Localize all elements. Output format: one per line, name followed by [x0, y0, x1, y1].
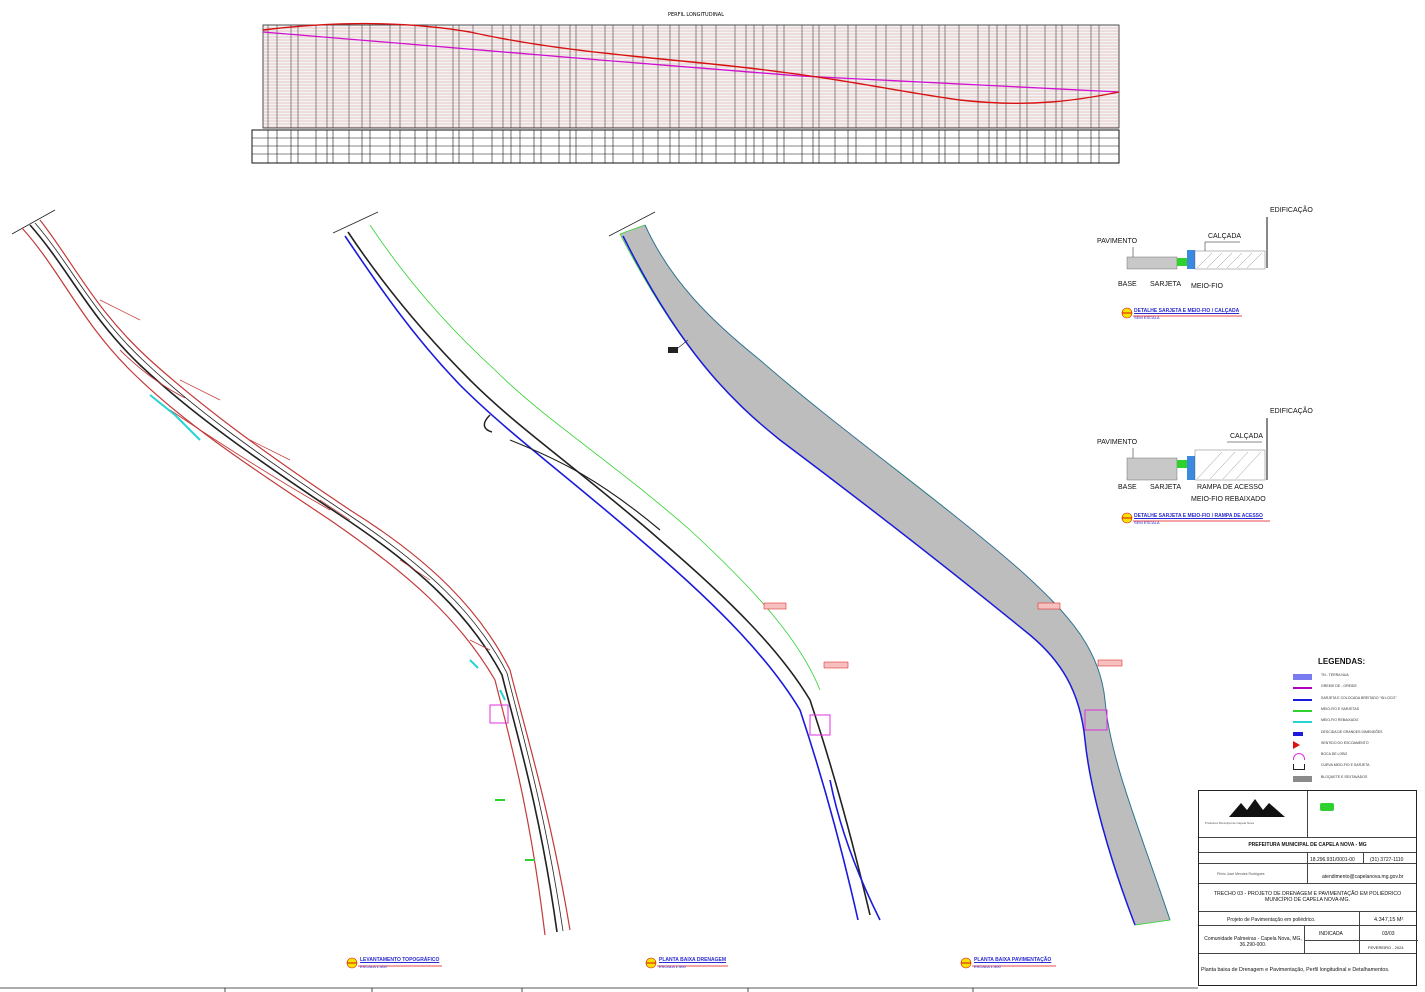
legend-label: DESCIDA DE GRANDES DIMENSÕES: [1321, 729, 1383, 734]
plan3-scale: ESCALA 1:500: [974, 964, 1001, 969]
plan3-caption: PLANTA BAIXA PAVIMENTAÇÃO: [974, 957, 1052, 963]
drawing-date: FEVEREIRO - 2024: [1368, 945, 1404, 950]
plan-caption-markers: [346, 957, 1056, 969]
design-grade-line: [262, 31, 1120, 93]
legend-label: CURVA MEIO-FIO E SARJETA: [1321, 763, 1370, 768]
legend-label: MEIO-FIO E SARJETAS: [1321, 706, 1360, 711]
legend-item: BLOQUETE E SEXTAVADOS: [1293, 775, 1423, 783]
terrain-line: [262, 22, 1120, 105]
plan2-caption: PLANTA BAIXA DRENAGEM: [659, 957, 727, 963]
title-block: Prefeitura Municipal de Capela Nova PREF…: [1198, 790, 1418, 986]
plan1-caption: LEVANTAMENTO TOPOGRÁFICO: [360, 957, 440, 963]
legend-label: BOCA DE LOBO: [1321, 752, 1348, 757]
responsible: Plínio José Mendes Rodrigues: [1217, 872, 1265, 876]
legend-title: LEGENDAS:: [1318, 657, 1366, 666]
legend-item: GREIDE DE - GREIDE: [1293, 684, 1423, 692]
detail2-meio-fio-label: MEIO-FIO REBAIXADO: [1191, 496, 1266, 503]
email: atendimento@capelanova.mg.gov.br: [1322, 874, 1404, 880]
legend-item: SARJETA E COLOCADA BREITADO "IN LOCO": [1293, 696, 1423, 704]
detail1-edificacao-label: EDIFICAÇÃO: [1270, 207, 1313, 214]
legend-swatch-icon: [1293, 687, 1312, 690]
drawing-scale: INDICADA: [1319, 931, 1343, 937]
detail2-pavimento-label: PAVIMENTO: [1097, 439, 1138, 446]
cnpj: 18.296.931/0001-00: [1310, 857, 1355, 863]
legend-item: CURVA MEIO-FIO E SARJETA: [1293, 763, 1423, 771]
legend-swatch-icon: [1293, 698, 1312, 701]
consultant-logo-icon: [1320, 803, 1334, 811]
sheet-bottom-frame: [0, 987, 1198, 992]
detail1-pavimento-label: PAVIMENTO: [1097, 238, 1138, 245]
mountain-logo-icon: [1229, 799, 1285, 817]
phone: (31) 3727-1110: [1370, 857, 1404, 863]
legend-label: MEIO-FIO REBAIXADO: [1321, 718, 1359, 723]
detail2-rampa-label: RAMPA DE ACESSO: [1197, 484, 1264, 491]
legend-swatch-icon: [1293, 775, 1312, 782]
sheet-content: Planta baixa de Drenagem e Pavimentação,…: [1201, 967, 1390, 973]
legend-label: TN - TERRA NUA: [1321, 673, 1349, 677]
detail-curb-ramp: [1121, 418, 1270, 524]
plan1-scale: ESCALA 1:500: [360, 964, 387, 969]
plan-topographic: [11, 209, 571, 936]
sheet-number: 03/03: [1382, 931, 1395, 937]
legend-item: TN - TERRA NUA: [1293, 673, 1423, 681]
legend-item: MEIO-FIO REBAIXADO: [1293, 718, 1423, 726]
detail2-sarjeta-label: SARJETA: [1150, 484, 1181, 491]
detail1-caption: DETALHE SARJETA E MEIO-FIO / CALÇADA: [1134, 308, 1240, 314]
detail1-calcada-label: CALÇADA: [1208, 233, 1242, 240]
legend-swatch-icon: [1293, 740, 1300, 749]
detail2-caption: DETALHE SARJETA E MEIO-FIO / RAMPA DE AC…: [1134, 513, 1263, 519]
legend-label: SARJETA E COLOCADA BREITADO "IN LOCO": [1321, 695, 1397, 700]
detail1-meio-fio-label: MEIO-FIO: [1191, 283, 1223, 290]
plan-drainage: [332, 211, 881, 921]
detail1-sarjeta-label: SARJETA: [1150, 281, 1181, 288]
legend-swatch-icon: [1293, 753, 1305, 761]
detail-curb-sidewalk: [1121, 217, 1268, 319]
plan2-scale: ESCALA 1:500: [659, 964, 686, 969]
legend-label: GREIDE DE - GREIDE: [1321, 684, 1357, 689]
detail2-base-label: BASE: [1118, 484, 1137, 491]
logo-area: Prefeitura Municipal de Capela Nova: [1199, 791, 1307, 837]
legend-item: DESCIDA DE GRANDES DIMENSÕES: [1293, 730, 1423, 738]
legend-label: SENTIDO DO ESCOAMENTO: [1321, 740, 1369, 745]
legend-label: BLOQUETE E SEXTAVADOS: [1321, 774, 1368, 779]
detail1-base-label: BASE: [1118, 281, 1137, 288]
project-area: 4.347,15 M²: [1374, 917, 1404, 923]
municipality: PREFEITURA MUNICIPAL DE CAPELA NOVA - MG: [1248, 842, 1367, 848]
detail2-calcada-label: CALÇADA: [1230, 433, 1264, 440]
legend-swatch-icon: [1293, 764, 1305, 771]
legend-swatch-icon: [1293, 709, 1312, 712]
consultant-area: [1307, 791, 1418, 837]
project-title: TRECHO 03 - PROJETO DE DRENAGEM E PAVIME…: [1213, 891, 1402, 903]
legend-swatch-icon: [1293, 731, 1303, 736]
plan-paving: [608, 211, 1171, 926]
legend-item: MEIO-FIO E SARJETAS: [1293, 707, 1423, 715]
longitudinal-profile: [251, 22, 1120, 164]
legend-swatch-icon: [1293, 674, 1312, 680]
legend-swatch-icon: [1293, 721, 1312, 724]
legend-item: SENTIDO DO ESCOAMENTO: [1293, 740, 1423, 749]
detail2-scale: SEM ESCALA: [1134, 520, 1160, 525]
detail1-scale: SEM ESCALA: [1134, 315, 1160, 320]
project-address: Comunidade Palmeiras - Capela Nova, MG, …: [1204, 936, 1302, 948]
detail2-edificacao-label: EDIFICAÇÃO: [1270, 408, 1313, 415]
profile-title: PERFIL LONGITUDINAL: [668, 12, 724, 18]
legend-item: BOCA DE LOBO: [1293, 752, 1423, 761]
company-name: Prefeitura Municipal de Capela Nova: [1205, 821, 1254, 825]
project-description: Projeto de Pavimentação em poliédrico.: [1227, 917, 1316, 923]
